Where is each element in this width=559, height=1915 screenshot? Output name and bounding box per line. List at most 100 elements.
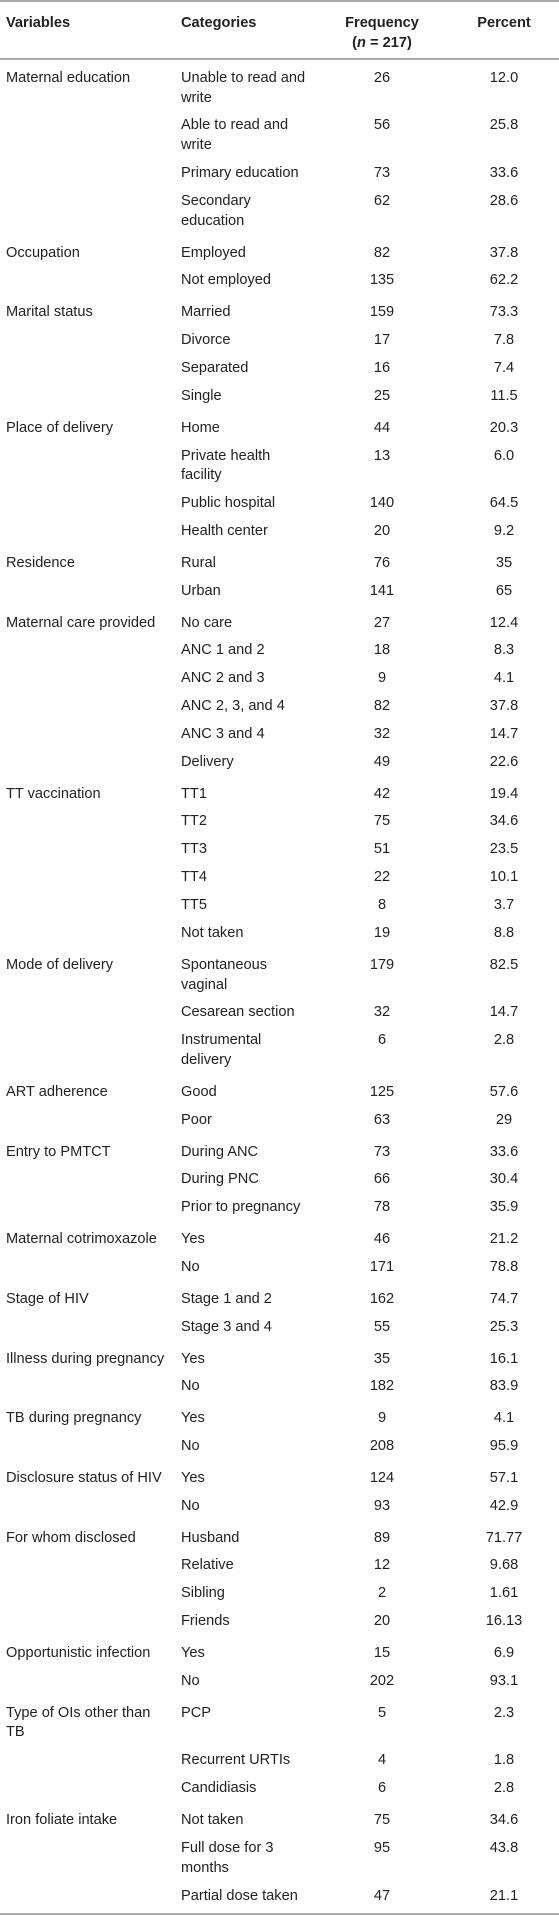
cell-percent: 62.2 (489, 272, 519, 289)
table-row: During PNC 66 30.4 (0, 1165, 559, 1193)
cell-percent: 35 (495, 554, 513, 571)
cell-variable (0, 577, 175, 605)
table-row: Recurrent URTIs 4 1.8 (0, 1746, 559, 1774)
cell-category: Separated (181, 359, 249, 376)
cell-percent: 22.6 (489, 753, 519, 770)
cell-frequency: 66 (373, 1171, 391, 1188)
cell-variable: Opportunistic infection (6, 1644, 151, 1661)
cell-variable (0, 1372, 175, 1400)
cell-category: Able to read and write (181, 117, 289, 154)
cell-category: Yes (181, 1469, 205, 1486)
table-row: Single 25 11.5 (0, 382, 559, 410)
cell-variable (0, 1667, 175, 1695)
cell-percent: 19.4 (489, 785, 519, 802)
cell-frequency: 5 (377, 1704, 387, 1721)
cell-variable: Iron foliate intake (6, 1812, 118, 1828)
cell-percent: 25.3 (489, 1318, 519, 1335)
cell-variable: Marital status (6, 304, 93, 321)
cell-frequency: 95 (373, 1839, 391, 1856)
table-row: ANC 3 and 4 32 14.7 (0, 720, 559, 748)
cell-variable (0, 748, 175, 776)
cell-frequency: 25 (373, 387, 391, 404)
cell-variable: Occupation (6, 244, 80, 261)
header-percent: Percent (447, 0, 559, 60)
cell-percent: 6.9 (493, 1644, 515, 1661)
cell-category: TT3 (181, 841, 207, 858)
cell-percent: 14.7 (489, 1004, 519, 1021)
cell-category: Delivery (181, 753, 234, 770)
cell-frequency: 8 (377, 897, 387, 913)
cell-category: Relative (181, 1557, 234, 1574)
cell-frequency: 4 (377, 1752, 387, 1769)
cell-category: Public hospital (181, 495, 276, 512)
cell-variable: For whom disclosed (6, 1529, 136, 1546)
cell-category: Private health facility (181, 447, 271, 484)
cell-category: TT2 (181, 813, 207, 830)
cell-variable: Place of delivery (6, 419, 114, 436)
cell-percent: 57.1 (489, 1469, 519, 1486)
cell-variable (0, 1746, 175, 1774)
table-row: Residence Rural 76 35 (0, 545, 559, 577)
header-row: Variables Categories Frequency (n = 217) … (0, 0, 559, 60)
table-row: ART adherence Good 125 57.6 (0, 1074, 559, 1106)
cell-variable (0, 1193, 175, 1221)
cell-frequency: 140 (369, 495, 395, 512)
cell-category: No (181, 1258, 200, 1275)
cell-category: Good (181, 1083, 217, 1100)
cell-percent: 14.7 (489, 725, 519, 742)
table-row: Able to read and write 56 25.8 (0, 111, 559, 159)
cell-variable (0, 517, 175, 545)
cell-variable (0, 1026, 175, 1074)
table-row: Not taken 19 8.8 (0, 919, 559, 947)
cell-variable (0, 1579, 175, 1607)
cell-frequency: 135 (369, 272, 395, 289)
cell-percent: 29 (495, 1111, 513, 1128)
cell-category: Sibling (181, 1585, 225, 1602)
cell-variable (0, 891, 175, 919)
table-row: Candidiasis 6 2.8 (0, 1774, 559, 1802)
cell-category: Unable to read and write (181, 69, 306, 106)
table-row: No 208 95.9 (0, 1432, 559, 1460)
cell-percent: 8.3 (493, 642, 515, 659)
cell-variable (0, 1607, 175, 1635)
table-row: Stage 3 and 4 55 25.3 (0, 1313, 559, 1341)
cell-variable: Entry to PMTCT (6, 1143, 111, 1160)
cell-variable (0, 1834, 175, 1882)
cell-frequency: 46 (373, 1231, 391, 1248)
cell-variable: Stage of HIV (6, 1290, 89, 1307)
table-row: Cesarean section 32 14.7 (0, 998, 559, 1026)
header-categories: Categories (175, 0, 315, 60)
cell-category: Urban (181, 582, 221, 599)
table-row: ANC 1 and 2 18 8.3 (0, 636, 559, 664)
table-row: ANC 2, 3, and 4 82 37.8 (0, 692, 559, 720)
cell-category: Instrumental delivery (181, 1032, 262, 1069)
cell-percent: 57.6 (489, 1083, 519, 1100)
cell-frequency: 16 (373, 359, 391, 376)
cell-percent: 1.61 (489, 1585, 519, 1602)
cell-frequency: 26 (373, 69, 391, 86)
table-row: TT3 51 23.5 (0, 835, 559, 863)
cell-frequency: 47 (315, 1881, 447, 1915)
cell-frequency: 15 (373, 1644, 391, 1661)
cell-variable (0, 1551, 175, 1579)
table-row: Type of OIs other than TB PCP 5 2.3 (0, 1695, 559, 1747)
cell-category: TT1 (181, 785, 207, 802)
cell-variable (0, 835, 175, 863)
cell-frequency: 62 (373, 192, 391, 209)
cell-frequency: 12 (373, 1557, 391, 1574)
cell-frequency: 18 (373, 642, 391, 659)
cell-frequency: 22 (373, 869, 391, 886)
cell-category: Full dose for 3 months (181, 1839, 274, 1876)
table-row: TB during pregnancy Yes 9 4.1 (0, 1400, 559, 1432)
cell-percent: 64.5 (489, 495, 519, 512)
cell-frequency: 9 (377, 1410, 387, 1427)
table-row: Partial dose taken 47 21.1 (0, 1881, 559, 1915)
cell-percent: 21.1 (447, 1881, 559, 1915)
cell-percent: 10.1 (489, 869, 519, 886)
table-row: Marital status Married 159 73.3 (0, 294, 559, 326)
cell-frequency: 125 (369, 1083, 395, 1100)
cell-frequency: 78 (373, 1199, 391, 1216)
cell-percent: 82.5 (489, 956, 519, 973)
cell-frequency: 13 (373, 447, 391, 464)
cell-percent: 95.9 (489, 1438, 519, 1455)
